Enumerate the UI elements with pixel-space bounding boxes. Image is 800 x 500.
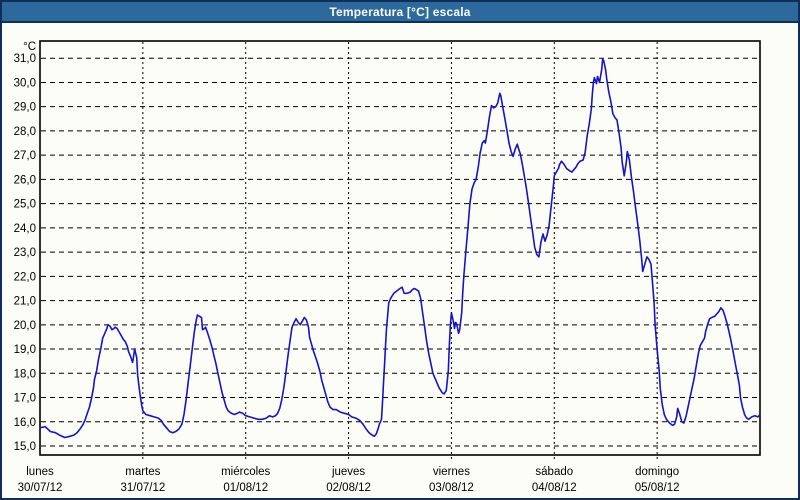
day-name-label: jueves — [331, 466, 365, 478]
y-tick-label: 15,0 — [14, 441, 36, 453]
y-tick-label: 17,0 — [14, 393, 36, 405]
y-tick-label: 30,0 — [14, 77, 36, 89]
y-tick-label: 25,0 — [14, 199, 36, 211]
day-date-label: 05/08/12 — [635, 482, 680, 494]
y-tick-label: 16,0 — [14, 417, 36, 429]
y-tick-label: 27,0 — [14, 150, 36, 162]
y-tick-label: 19,0 — [14, 344, 36, 356]
y-tick-label: 28,0 — [14, 126, 36, 138]
day-name-label: viernes — [433, 466, 470, 478]
day-name-label: lunes — [26, 466, 54, 478]
day-date-label: 30/07/12 — [18, 482, 63, 494]
day-name-label: sábado — [535, 466, 573, 478]
y-tick-label: 24,0 — [14, 223, 36, 235]
y-tick-label: 31,0 — [14, 53, 36, 65]
window-title-bar[interactable]: Temperatura [°C] escala — [2, 2, 798, 23]
y-tick-label: 18,0 — [14, 368, 36, 380]
y-tick-label: 29,0 — [14, 102, 36, 114]
y-tick-label: 21,0 — [14, 296, 36, 308]
window-title: Temperatura [°C] escala — [329, 4, 471, 19]
day-date-label: 01/08/12 — [223, 482, 268, 494]
day-date-label: 04/08/12 — [532, 482, 577, 494]
day-name-label: miércoles — [221, 466, 270, 478]
y-axis-unit-label: °C — [23, 41, 36, 53]
y-tick-label: 26,0 — [14, 174, 36, 186]
day-name-label: domingo — [635, 466, 679, 478]
day-date-label: 02/08/12 — [326, 482, 371, 494]
temperature-line — [39, 58, 761, 439]
day-date-label: 31/07/12 — [120, 482, 165, 494]
y-tick-label: 20,0 — [14, 320, 36, 332]
y-tick-label: 23,0 — [14, 247, 36, 259]
day-date-label: 03/08/12 — [429, 482, 474, 494]
plot-frame — [39, 40, 761, 456]
day-name-label: martes — [125, 466, 160, 478]
y-tick-label: 22,0 — [14, 271, 36, 283]
